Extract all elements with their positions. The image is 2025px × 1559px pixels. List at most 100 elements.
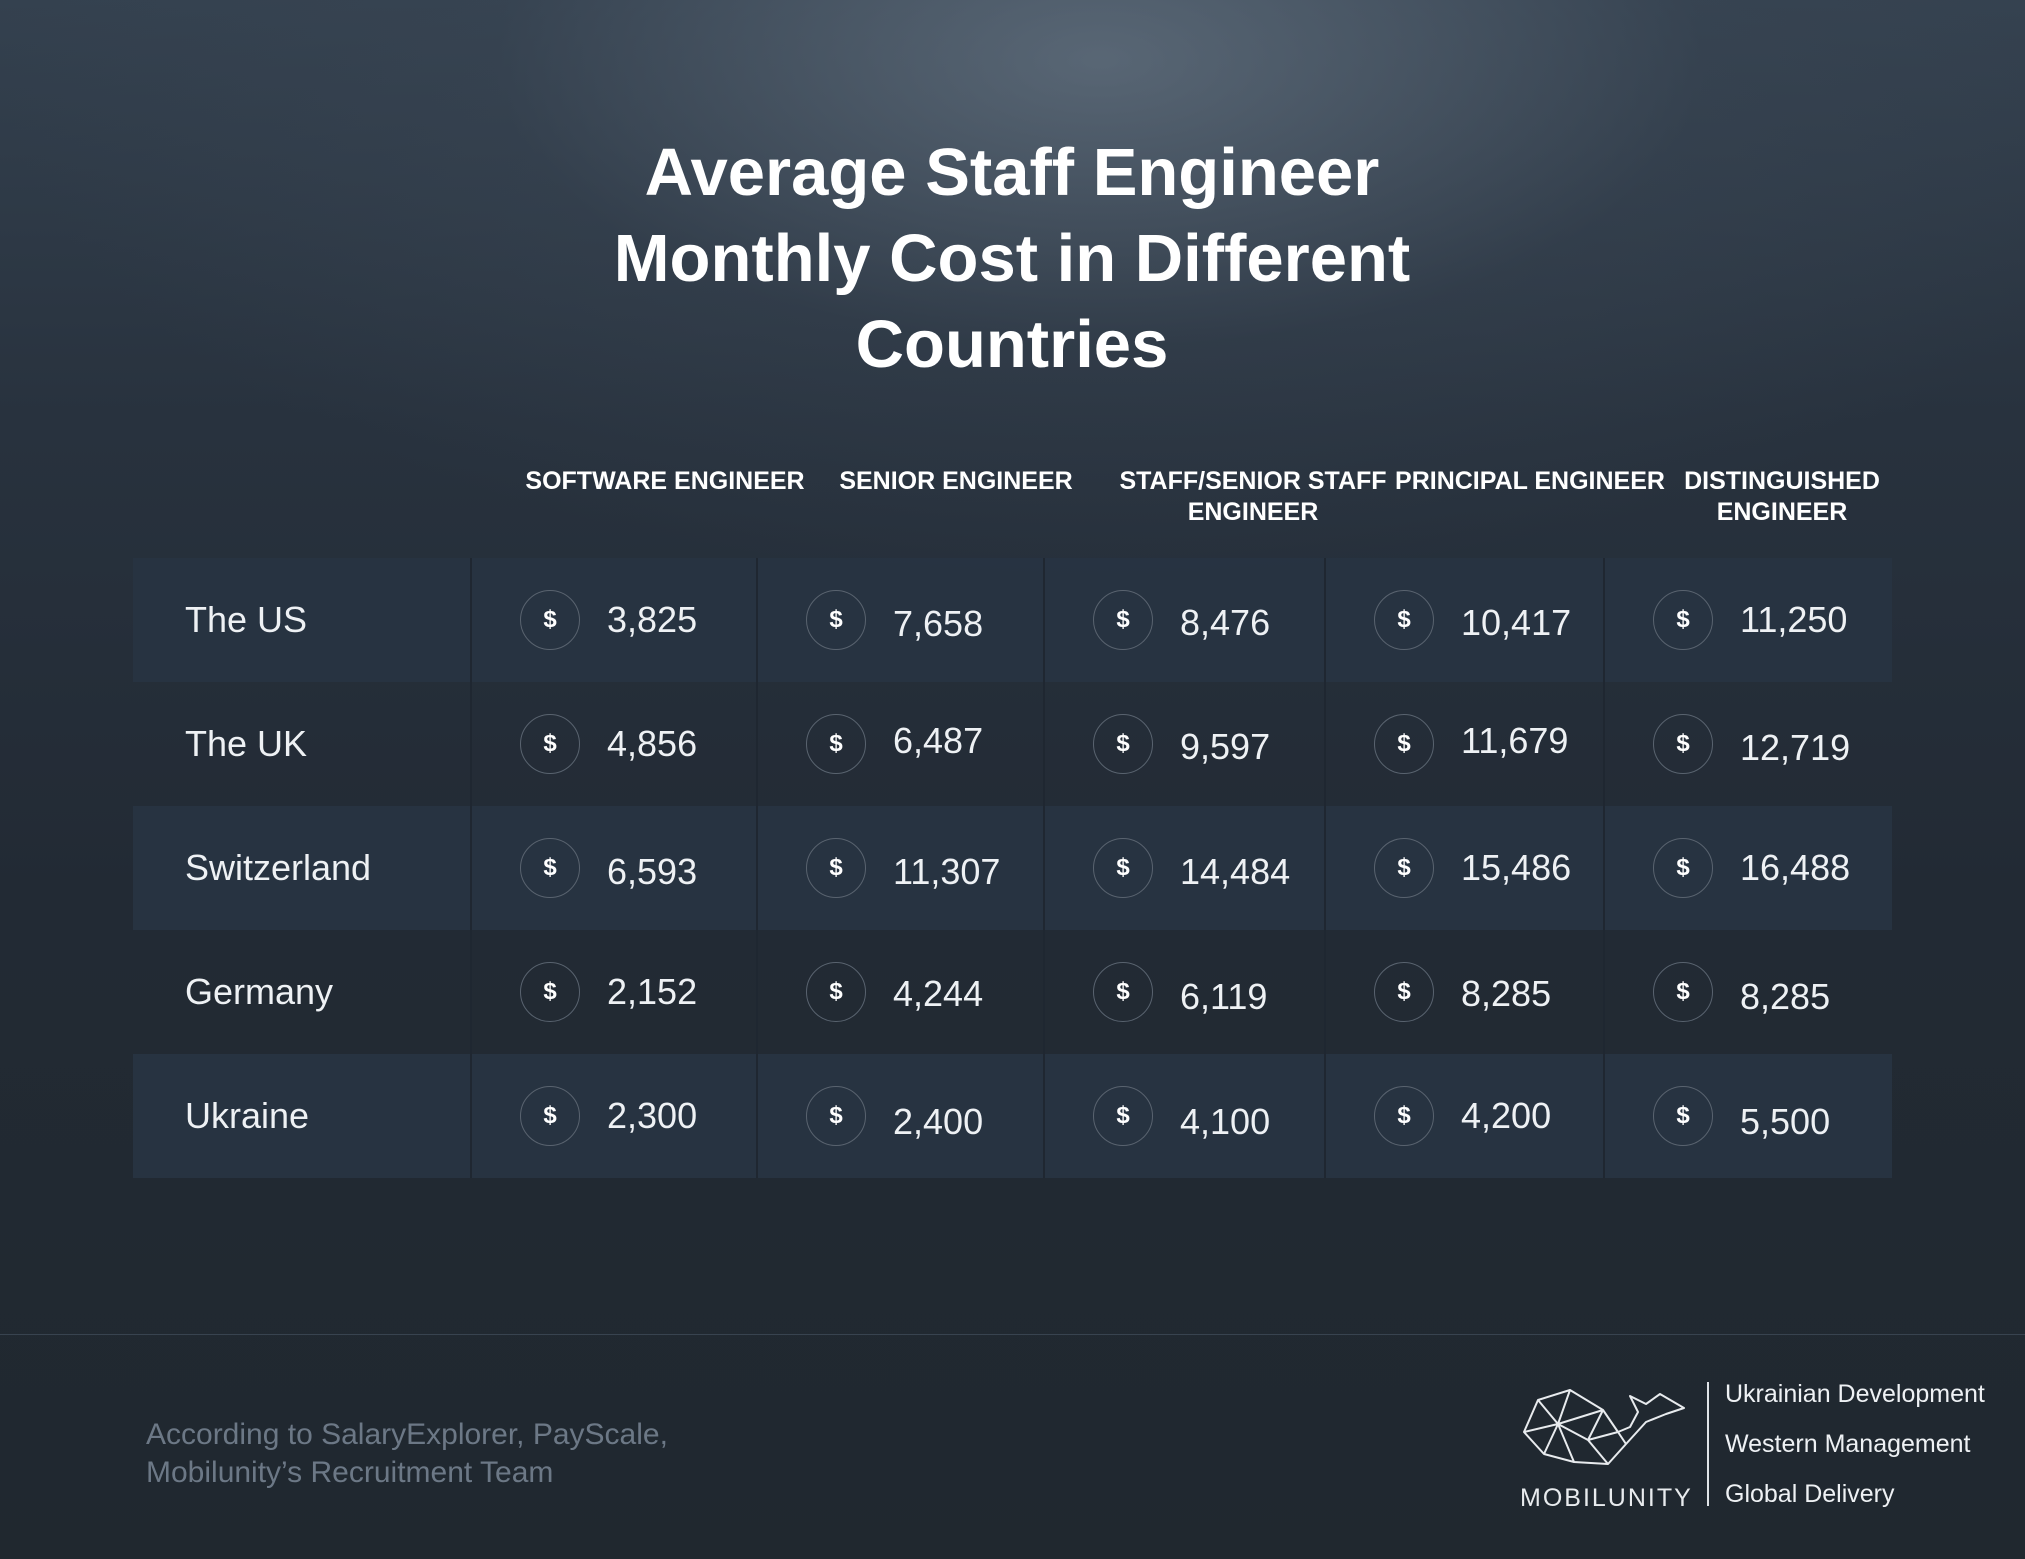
table-row: The UK $4,856 $6,487 $9,597 $11,679 $12,719 <box>133 682 1892 806</box>
cost-value: 5,500 <box>1740 1101 1831 1142</box>
table-row: Switzerland $6,593 $11,307 $14,484 $15,486 $1… <box>133 806 1892 930</box>
table-row: Ukraine $2,300 $2,400 $4,100 $4,200 $5,500 <box>133 1054 1892 1178</box>
country-name: Switzerland <box>185 847 372 888</box>
column-header: SENIOR ENGINEER <box>839 467 1073 495</box>
source-note: Mobilunity’s Recruitment Team <box>146 1456 554 1489</box>
currency-icon: $ <box>520 1086 580 1146</box>
cell-separator <box>756 682 758 806</box>
cell-separator <box>1603 1054 1605 1178</box>
currency-icon: $ <box>520 962 580 1022</box>
currency-icon: $ <box>520 838 580 898</box>
cost-value: 4,200 <box>1461 1095 1552 1136</box>
tagline: Global Delivery <box>1725 1480 1895 1508</box>
currency-icon: $ <box>1093 590 1153 650</box>
column-header: STAFF/SENIOR STAFF ENGINEER <box>1119 467 1387 526</box>
cell-separator <box>756 558 758 682</box>
currency-icon: $ <box>1653 590 1713 650</box>
cell-separator <box>1043 558 1045 682</box>
country-name: The UK <box>185 723 308 764</box>
cost-value: 8,285 <box>1740 976 1831 1017</box>
cost-value: 8,285 <box>1461 973 1552 1014</box>
currency-icon: $ <box>1093 1086 1153 1146</box>
column-header: SOFTWARE ENGINEER <box>525 467 805 495</box>
table-row: Germany $2,152 $4,244 $6,119 $8,285 $8,285 <box>133 930 1892 1054</box>
cell-separator <box>1043 930 1045 1054</box>
currency-icon: $ <box>1374 590 1434 650</box>
currency-icon: $ <box>806 962 866 1022</box>
title: Average Staff Engineer Monthly Cost in D… <box>613 135 1411 382</box>
currency-icon: $ <box>806 838 866 898</box>
currency-icon: $ <box>1093 962 1153 1022</box>
country-name: Ukraine <box>185 1095 310 1136</box>
table-row: The US $3,825 $7,658 $8,476 $10,417 $11,250 <box>133 558 1892 682</box>
cost-value: 2,400 <box>893 1101 984 1142</box>
cell-separator <box>756 930 758 1054</box>
cell-separator <box>1603 682 1605 806</box>
cost-value: 14,484 <box>1180 851 1291 892</box>
currency-icon: $ <box>1653 714 1713 774</box>
brand-name: MOBILUNITY <box>1520 1484 1693 1512</box>
cost-value: 6,119 <box>1180 976 1268 1017</box>
cost-value: 8,476 <box>1180 602 1271 643</box>
brand-logo <box>1523 1389 1685 1465</box>
cell-separator <box>756 1054 758 1178</box>
cost-value: 12,719 <box>1740 727 1851 768</box>
tagline: Ukrainian Development <box>1725 1380 1985 1408</box>
cost-value: 15,486 <box>1461 847 1572 888</box>
cost-value: 11,250 <box>1740 599 1848 640</box>
source-note: According to SalaryExplorer, PayScale, <box>146 1418 668 1451</box>
cell-separator <box>1043 682 1045 806</box>
cell-separator <box>1043 806 1045 930</box>
cell-separator <box>1324 930 1326 1054</box>
currency-icon: $ <box>1374 714 1434 774</box>
cost-value: 4,856 <box>607 723 698 764</box>
cost-value: 4,100 <box>1180 1101 1271 1142</box>
cell-separator <box>1324 1054 1326 1178</box>
cell-separator <box>470 806 472 930</box>
cost-value: 3,825 <box>607 599 698 640</box>
currency-icon: $ <box>1093 714 1153 774</box>
cell-separator <box>1603 930 1605 1054</box>
country-name: The US <box>185 599 308 640</box>
cell-separator <box>470 682 472 806</box>
cell-separator <box>1324 682 1326 806</box>
cost-value: 4,244 <box>893 973 984 1014</box>
cell-separator <box>1324 558 1326 682</box>
currency-icon: $ <box>1093 838 1153 898</box>
currency-icon: $ <box>1374 1086 1434 1146</box>
cost-value: 10,417 <box>1461 602 1572 643</box>
cost-value: 11,679 <box>1461 720 1569 761</box>
cost-value: 11,307 <box>893 851 1001 892</box>
currency-icon: $ <box>1653 962 1713 1022</box>
currency-icon: $ <box>1374 838 1434 898</box>
cell-separator <box>1603 806 1605 930</box>
cost-value: 6,593 <box>607 851 698 892</box>
cost-value: 2,152 <box>607 971 698 1012</box>
currency-icon: $ <box>1653 1086 1713 1146</box>
currency-icon: $ <box>806 1086 866 1146</box>
cell-separator <box>756 806 758 930</box>
currency-icon: $ <box>520 590 580 650</box>
cost-value: 2,300 <box>607 1095 698 1136</box>
cell-separator <box>470 930 472 1054</box>
footer-rule <box>0 1334 2025 1335</box>
currency-icon: $ <box>806 714 866 774</box>
country-name: Germany <box>185 971 334 1012</box>
tagline: Western Management <box>1725 1430 1971 1458</box>
cell-separator <box>470 558 472 682</box>
cost-value: 9,597 <box>1180 726 1271 767</box>
currency-icon: $ <box>806 590 866 650</box>
cell-separator <box>470 1054 472 1178</box>
cost-value: 16,488 <box>1740 847 1851 888</box>
divider <box>1707 1382 1709 1506</box>
column-header: PRINCIPAL ENGINEER <box>1395 467 1665 495</box>
cost-value: 6,487 <box>893 720 984 761</box>
currency-icon: $ <box>1653 838 1713 898</box>
cell-separator <box>1043 1054 1045 1178</box>
currency-icon: $ <box>520 714 580 774</box>
column-header: DISTINGUISHED ENGINEER <box>1684 467 1880 526</box>
currency-icon: $ <box>1374 962 1434 1022</box>
cell-separator <box>1603 558 1605 682</box>
cost-value: 7,658 <box>893 603 984 644</box>
